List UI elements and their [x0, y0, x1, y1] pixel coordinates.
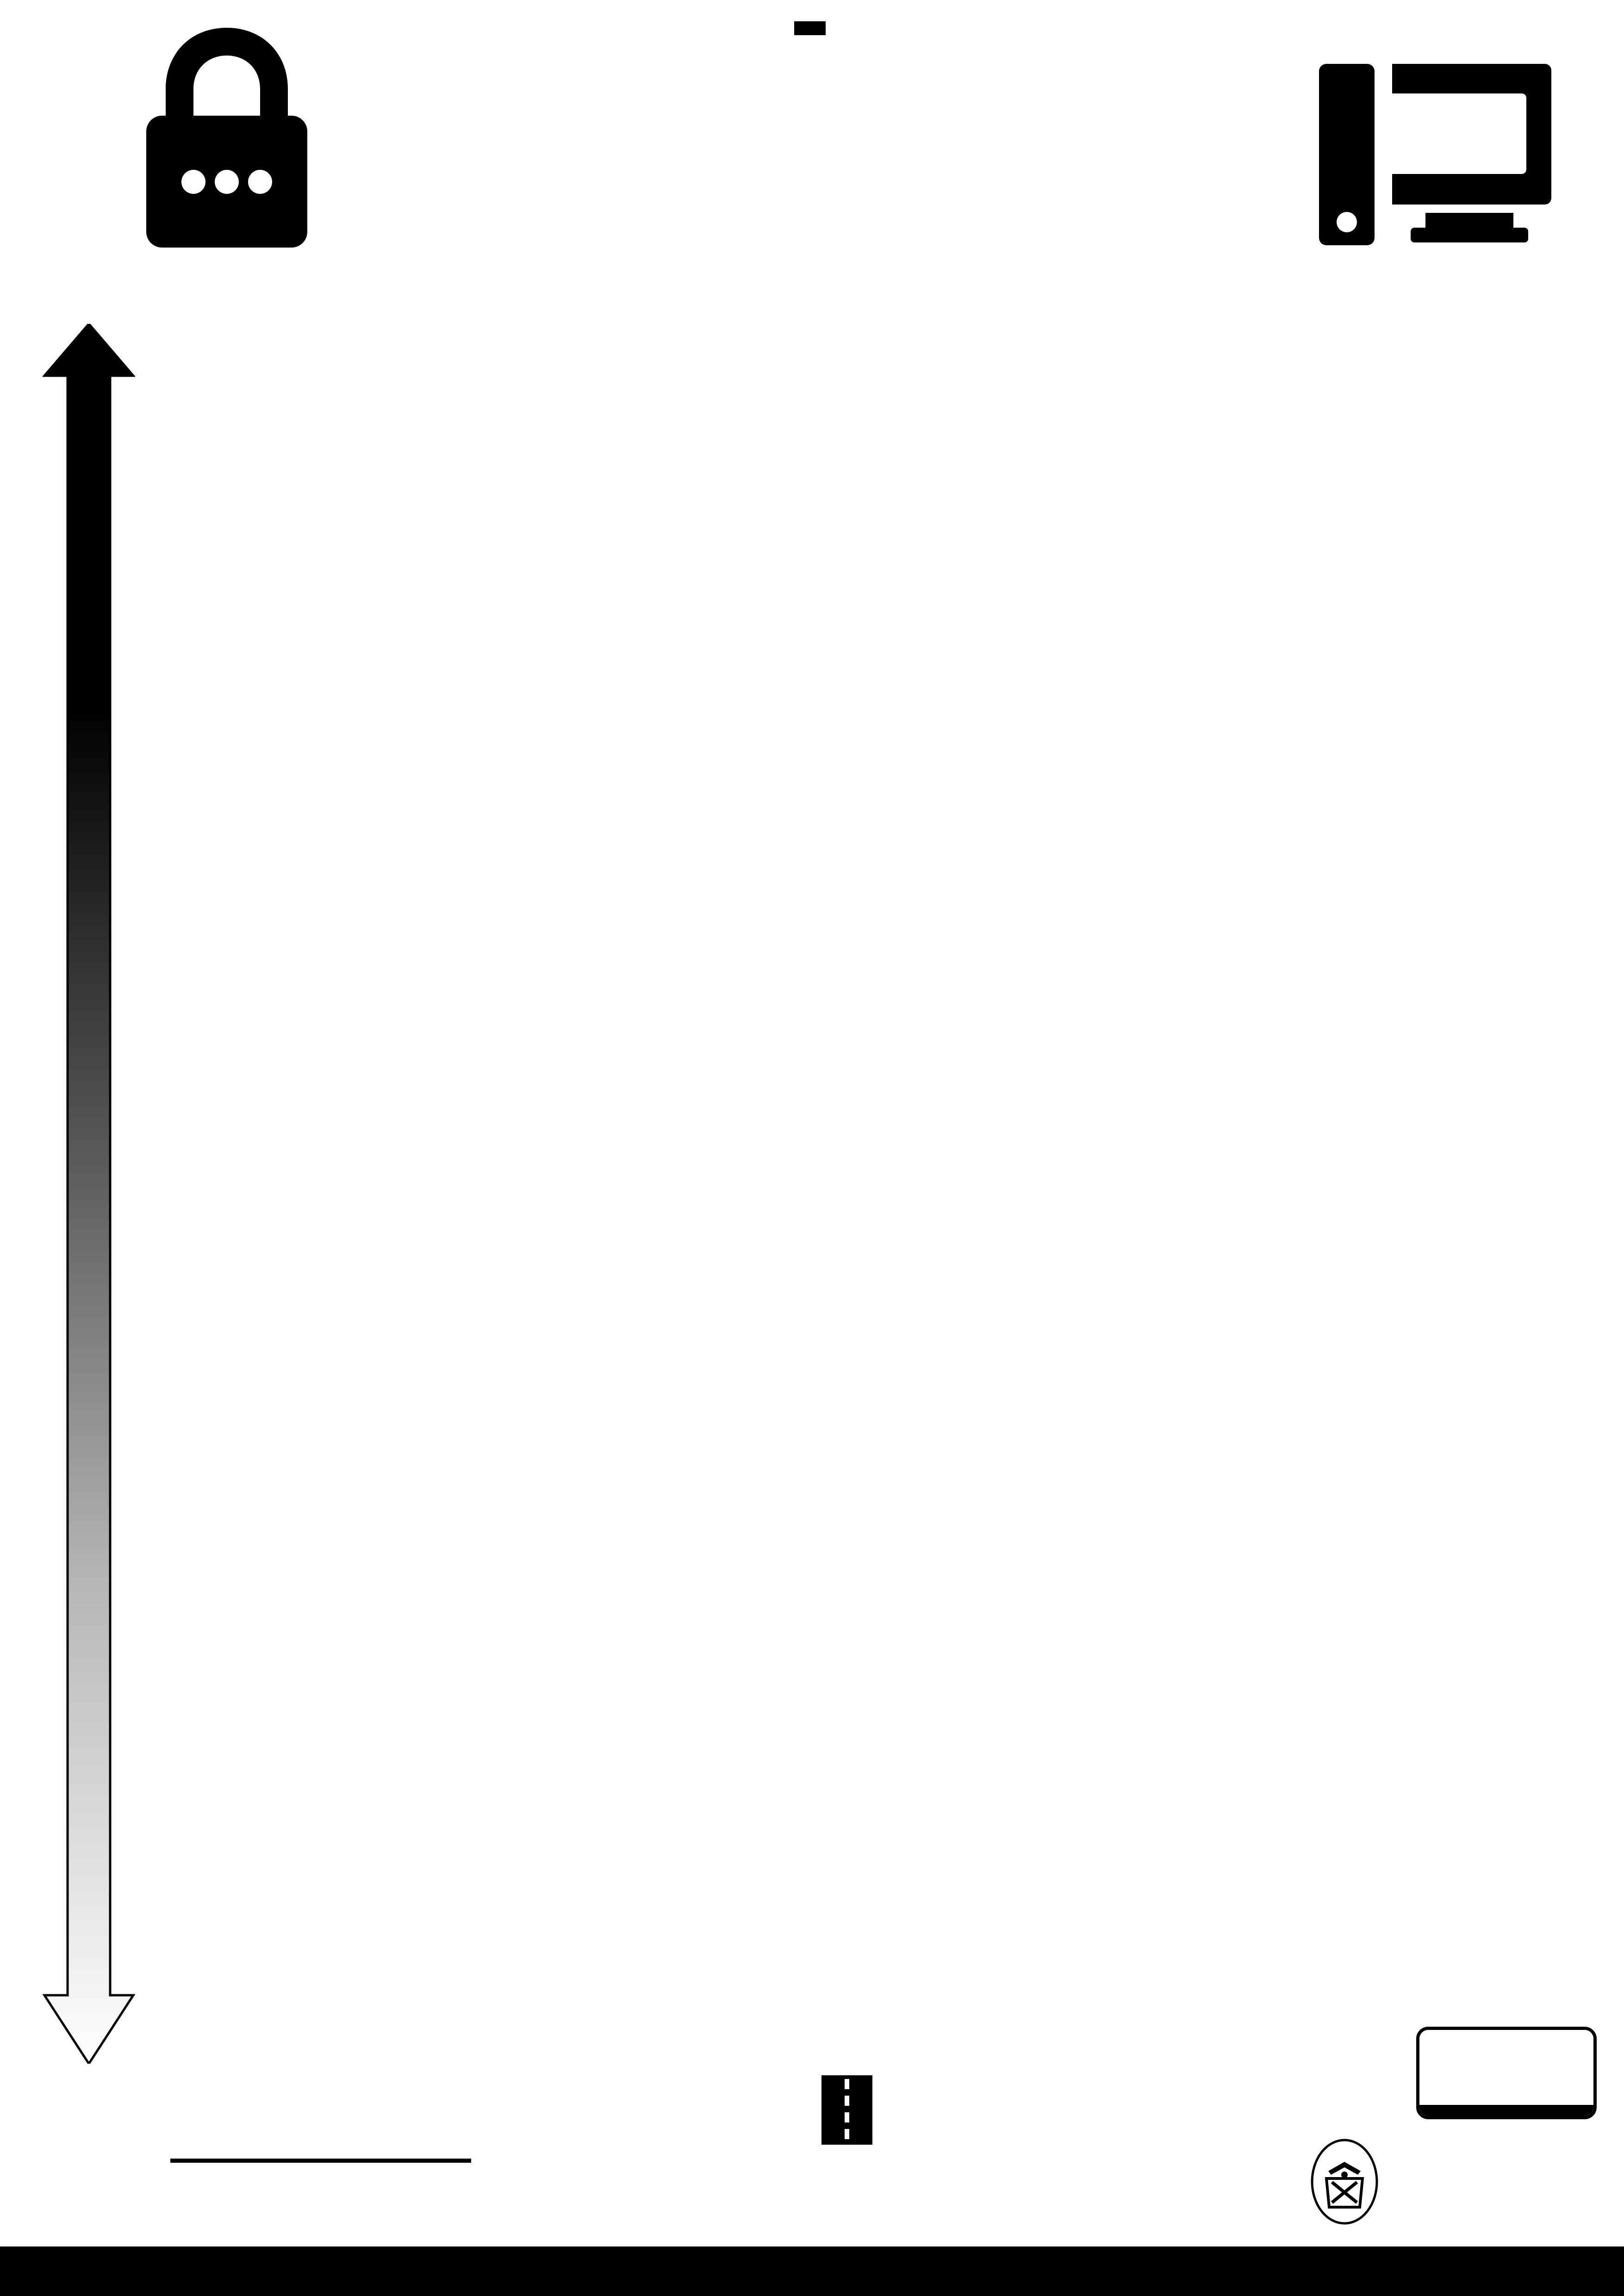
computer-icon — [1319, 64, 1551, 245]
name-input-line[interactable] — [170, 2156, 471, 2163]
name-row — [162, 2156, 471, 2163]
road-icon — [821, 2075, 872, 2145]
makerqueen-logo — [1311, 2139, 1378, 2225]
license-row — [1310, 2138, 1388, 2226]
skill-hex-grid — [0, 0, 1624, 2128]
difficulty-arrow — [42, 322, 136, 2066]
page-subtitle — [794, 21, 826, 35]
page-footer — [0, 2246, 1624, 2296]
start-here-marker — [662, 2075, 1032, 2145]
page-header — [0, 0, 1624, 296]
total-score-box[interactable] — [1416, 2027, 1597, 2119]
score-area — [1416, 2022, 1597, 2119]
total-score-input[interactable] — [1419, 2030, 1593, 2105]
lock-icon — [146, 28, 307, 248]
total-score-label — [1419, 2105, 1593, 2116]
